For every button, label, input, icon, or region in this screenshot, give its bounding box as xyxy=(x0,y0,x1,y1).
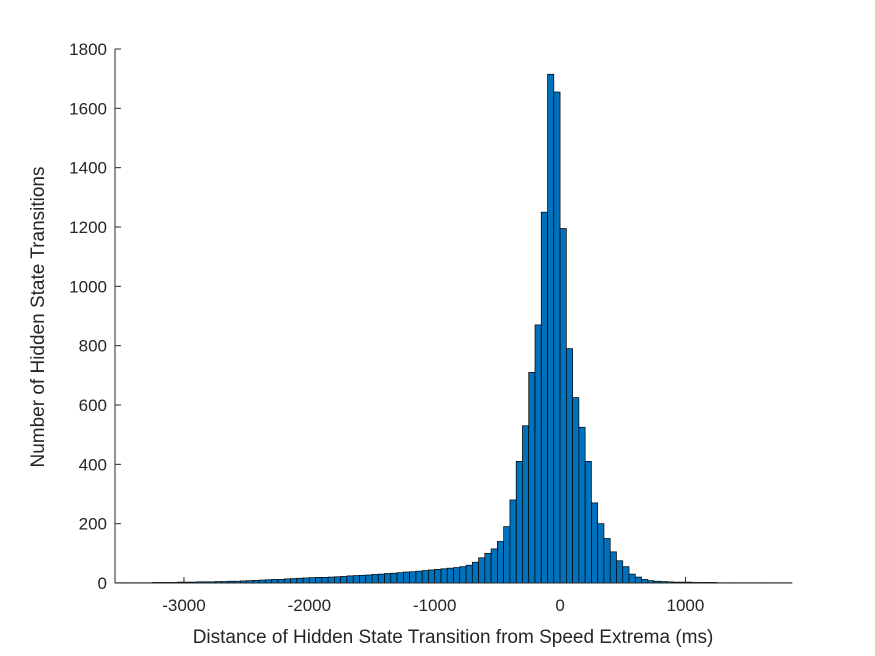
histogram-bar xyxy=(371,574,379,584)
histogram-bar xyxy=(384,573,392,584)
histogram-bar xyxy=(346,575,354,584)
histogram-bar xyxy=(283,578,291,584)
histogram-bar xyxy=(296,577,304,584)
histogram-bar xyxy=(547,73,555,584)
histogram-bar xyxy=(290,578,298,584)
y-tick-label: 0 xyxy=(98,574,107,593)
histogram-bar xyxy=(340,576,348,584)
histogram-bar xyxy=(572,397,580,584)
y-tick-label: 200 xyxy=(79,515,107,534)
histogram-bar xyxy=(503,526,511,584)
histogram-bar xyxy=(622,566,630,584)
histogram-bar xyxy=(578,426,586,584)
histogram-bar xyxy=(302,577,310,584)
y-tick-label: 1000 xyxy=(69,277,107,296)
y-tick-label: 1800 xyxy=(69,40,107,59)
histogram-bar xyxy=(428,569,436,584)
histogram-bar xyxy=(403,571,410,584)
y-tick-label: 1600 xyxy=(69,99,107,118)
histogram-bar xyxy=(308,577,316,584)
histogram-bar xyxy=(641,579,649,584)
histogram-bar xyxy=(421,570,429,584)
x-axis-label: Distance of Hidden State Transition from… xyxy=(193,627,714,648)
histogram-bar xyxy=(528,372,536,584)
histogram-bar xyxy=(591,502,599,584)
histogram-bar xyxy=(497,541,505,584)
histogram-bars xyxy=(114,73,793,584)
histogram-bar xyxy=(359,574,367,584)
histogram-bar xyxy=(453,567,461,584)
histogram-bar xyxy=(478,557,486,584)
histogram-bar xyxy=(365,574,373,584)
histogram-bar xyxy=(634,576,642,584)
histogram-bar xyxy=(540,211,548,584)
histogram-bar xyxy=(559,228,567,584)
histogram-bar xyxy=(377,573,385,584)
x-axis-ticks: -3000 -2000 -1000 0 1000 xyxy=(162,577,704,615)
histogram-bar xyxy=(553,91,561,584)
histogram-bar xyxy=(415,570,423,584)
histogram-bar xyxy=(271,579,279,584)
histogram-bar xyxy=(409,571,417,584)
y-axis-ticks: 0 200 400 600 800 1000 1200 1400 1600 1800 xyxy=(69,40,121,593)
histogram-bar xyxy=(490,548,498,584)
histogram-bar xyxy=(396,572,404,584)
histogram-bar xyxy=(390,572,398,584)
histogram-bar xyxy=(515,461,523,584)
histogram-bar xyxy=(434,568,442,584)
histogram-bar xyxy=(584,461,592,584)
histogram-bar xyxy=(321,577,329,584)
histogram-bar xyxy=(534,324,542,584)
histogram-bar xyxy=(597,523,605,584)
histogram-bar xyxy=(484,552,492,584)
histogram-bar xyxy=(609,551,617,584)
y-tick-label: 400 xyxy=(79,455,107,474)
axes xyxy=(114,49,792,584)
x-tick-label: -3000 xyxy=(162,596,205,615)
histogram-bar xyxy=(522,425,530,584)
histogram-bar xyxy=(352,575,360,584)
x-tick-label: 1000 xyxy=(667,596,705,615)
y-axis-label: Number of Hidden State Transitions xyxy=(28,167,49,468)
histogram-bar xyxy=(277,579,285,584)
histogram-bar xyxy=(509,499,517,584)
histogram-bar xyxy=(603,538,611,584)
histogram-bar xyxy=(440,568,448,584)
x-tick-label: 0 xyxy=(555,596,564,615)
histogram-bar xyxy=(628,573,636,584)
histogram-bar xyxy=(446,567,454,584)
y-tick-label: 1200 xyxy=(69,218,107,237)
y-tick-label: 1400 xyxy=(69,159,107,178)
histogram-bar xyxy=(465,564,473,584)
histogram-bar xyxy=(565,348,573,584)
y-tick-label: 800 xyxy=(79,337,107,356)
y-tick-label: 600 xyxy=(79,396,107,415)
histogram-bar xyxy=(334,576,342,584)
x-tick-label: -1000 xyxy=(413,596,456,615)
histogram-bar xyxy=(327,576,335,584)
x-tick-label: -2000 xyxy=(288,596,331,615)
histogram-bar xyxy=(459,566,467,584)
histogram-bar xyxy=(616,560,624,584)
histogram-bar xyxy=(315,577,323,584)
histogram-bar xyxy=(471,561,479,584)
